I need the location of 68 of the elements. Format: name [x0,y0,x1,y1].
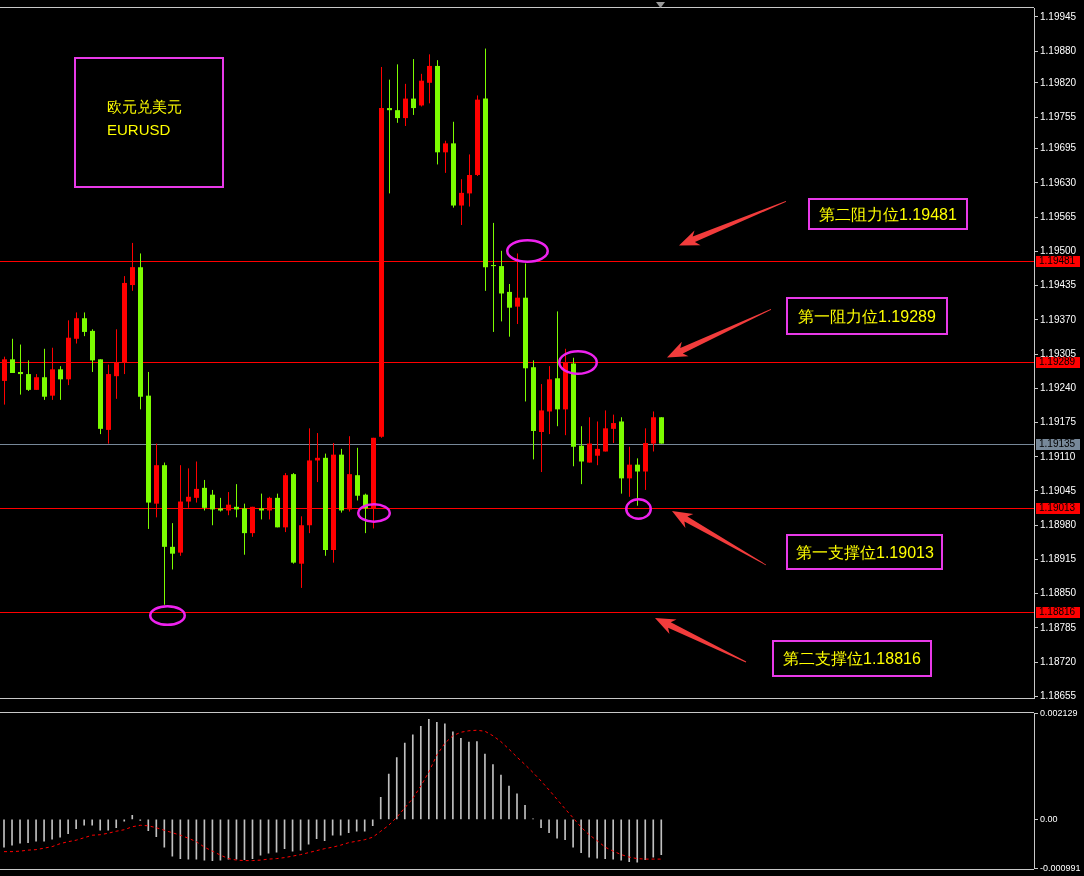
candlestick [403,83,408,127]
y-tick-label: 0.00 [1040,813,1058,824]
y-tick-label: 1.18655 [1040,690,1077,702]
line-series [3,729,662,862]
y-tick-label: 1.19695 [1040,142,1077,154]
y-tick-label: 1.19755 [1040,110,1077,122]
candlestick [411,58,416,116]
y-tick-label: 1.19175 [1040,416,1077,428]
annotation: 第二支撑位1.18816 [783,649,921,668]
y-tick-label: 1.18980 [1040,518,1077,530]
candlestick [74,311,79,345]
y-tick-label: 1.18720 [1040,655,1077,667]
text: 欧元兑美元 [107,98,182,116]
text: EURUSD [107,121,171,139]
candlestick [579,425,584,485]
y-tick-label: 1.19820 [1040,76,1077,88]
candlestick [539,383,544,473]
candlestick [515,252,520,325]
y-tick-label: 1.19880 [1040,44,1077,56]
y-tick-label: 1.19110 [1040,450,1076,462]
candlestick [26,359,31,392]
candlestick [627,446,632,498]
candlestick [443,140,448,174]
candlestick [395,63,400,124]
candlestick [635,457,640,507]
y-tick-label: 1.19500 [1040,245,1077,257]
y-tick-label: -0.000991 [1040,863,1081,874]
y-tick-label: 1.19945 [1040,10,1077,22]
y-tick-label: 1.19240 [1040,382,1077,394]
candlestick [42,348,47,401]
candlestick [202,479,207,511]
candlestick [459,178,464,226]
candlestick [595,420,600,466]
y-tick-label: 1.18915 [1040,553,1077,565]
candlestick [170,522,175,570]
y-tick-label: 1.19305 [1040,347,1077,359]
ref-line-label: 1.19289 [1039,356,1076,368]
ref-line-label: 1.18816 [1039,606,1076,618]
y-tick-label: 1.19630 [1040,176,1077,188]
y-tick-label: 1.19370 [1040,313,1077,325]
candlestick [507,283,512,338]
candlestick [58,365,63,401]
candlestick [355,447,360,501]
annotation: 第一阻力位1.19289 [798,307,936,326]
y-tick-label: 0.002129 [1040,707,1078,718]
candlestick [82,311,87,337]
y-tick-label: 1.19435 [1040,279,1077,291]
candlestick [10,338,15,374]
candlestick [491,222,496,333]
ref-line-label: 1.19481 [1039,255,1076,267]
ref-line-label: 1.19135 [1039,438,1076,450]
candlestick [467,153,472,208]
candlestick [259,493,264,520]
y-tick-label: 1.19045 [1040,484,1077,496]
candlestick [194,461,199,504]
y-tick-label: 1.19565 [1040,210,1077,222]
y-tick-label: 1.18785 [1040,621,1077,633]
ref-line-label: 1.19013 [1039,502,1076,514]
candlestick [387,79,392,194]
annotation: 第二阻力位1.19481 [819,205,957,224]
candlestick [611,414,616,444]
candlestick [587,416,592,464]
annotation: 第一支撑位1.19013 [796,543,934,562]
candlestick [210,489,215,526]
candlestick [427,53,432,104]
candlestick [603,409,608,452]
y-tick-label: 1.18850 [1040,587,1077,599]
candlestick [18,344,23,396]
